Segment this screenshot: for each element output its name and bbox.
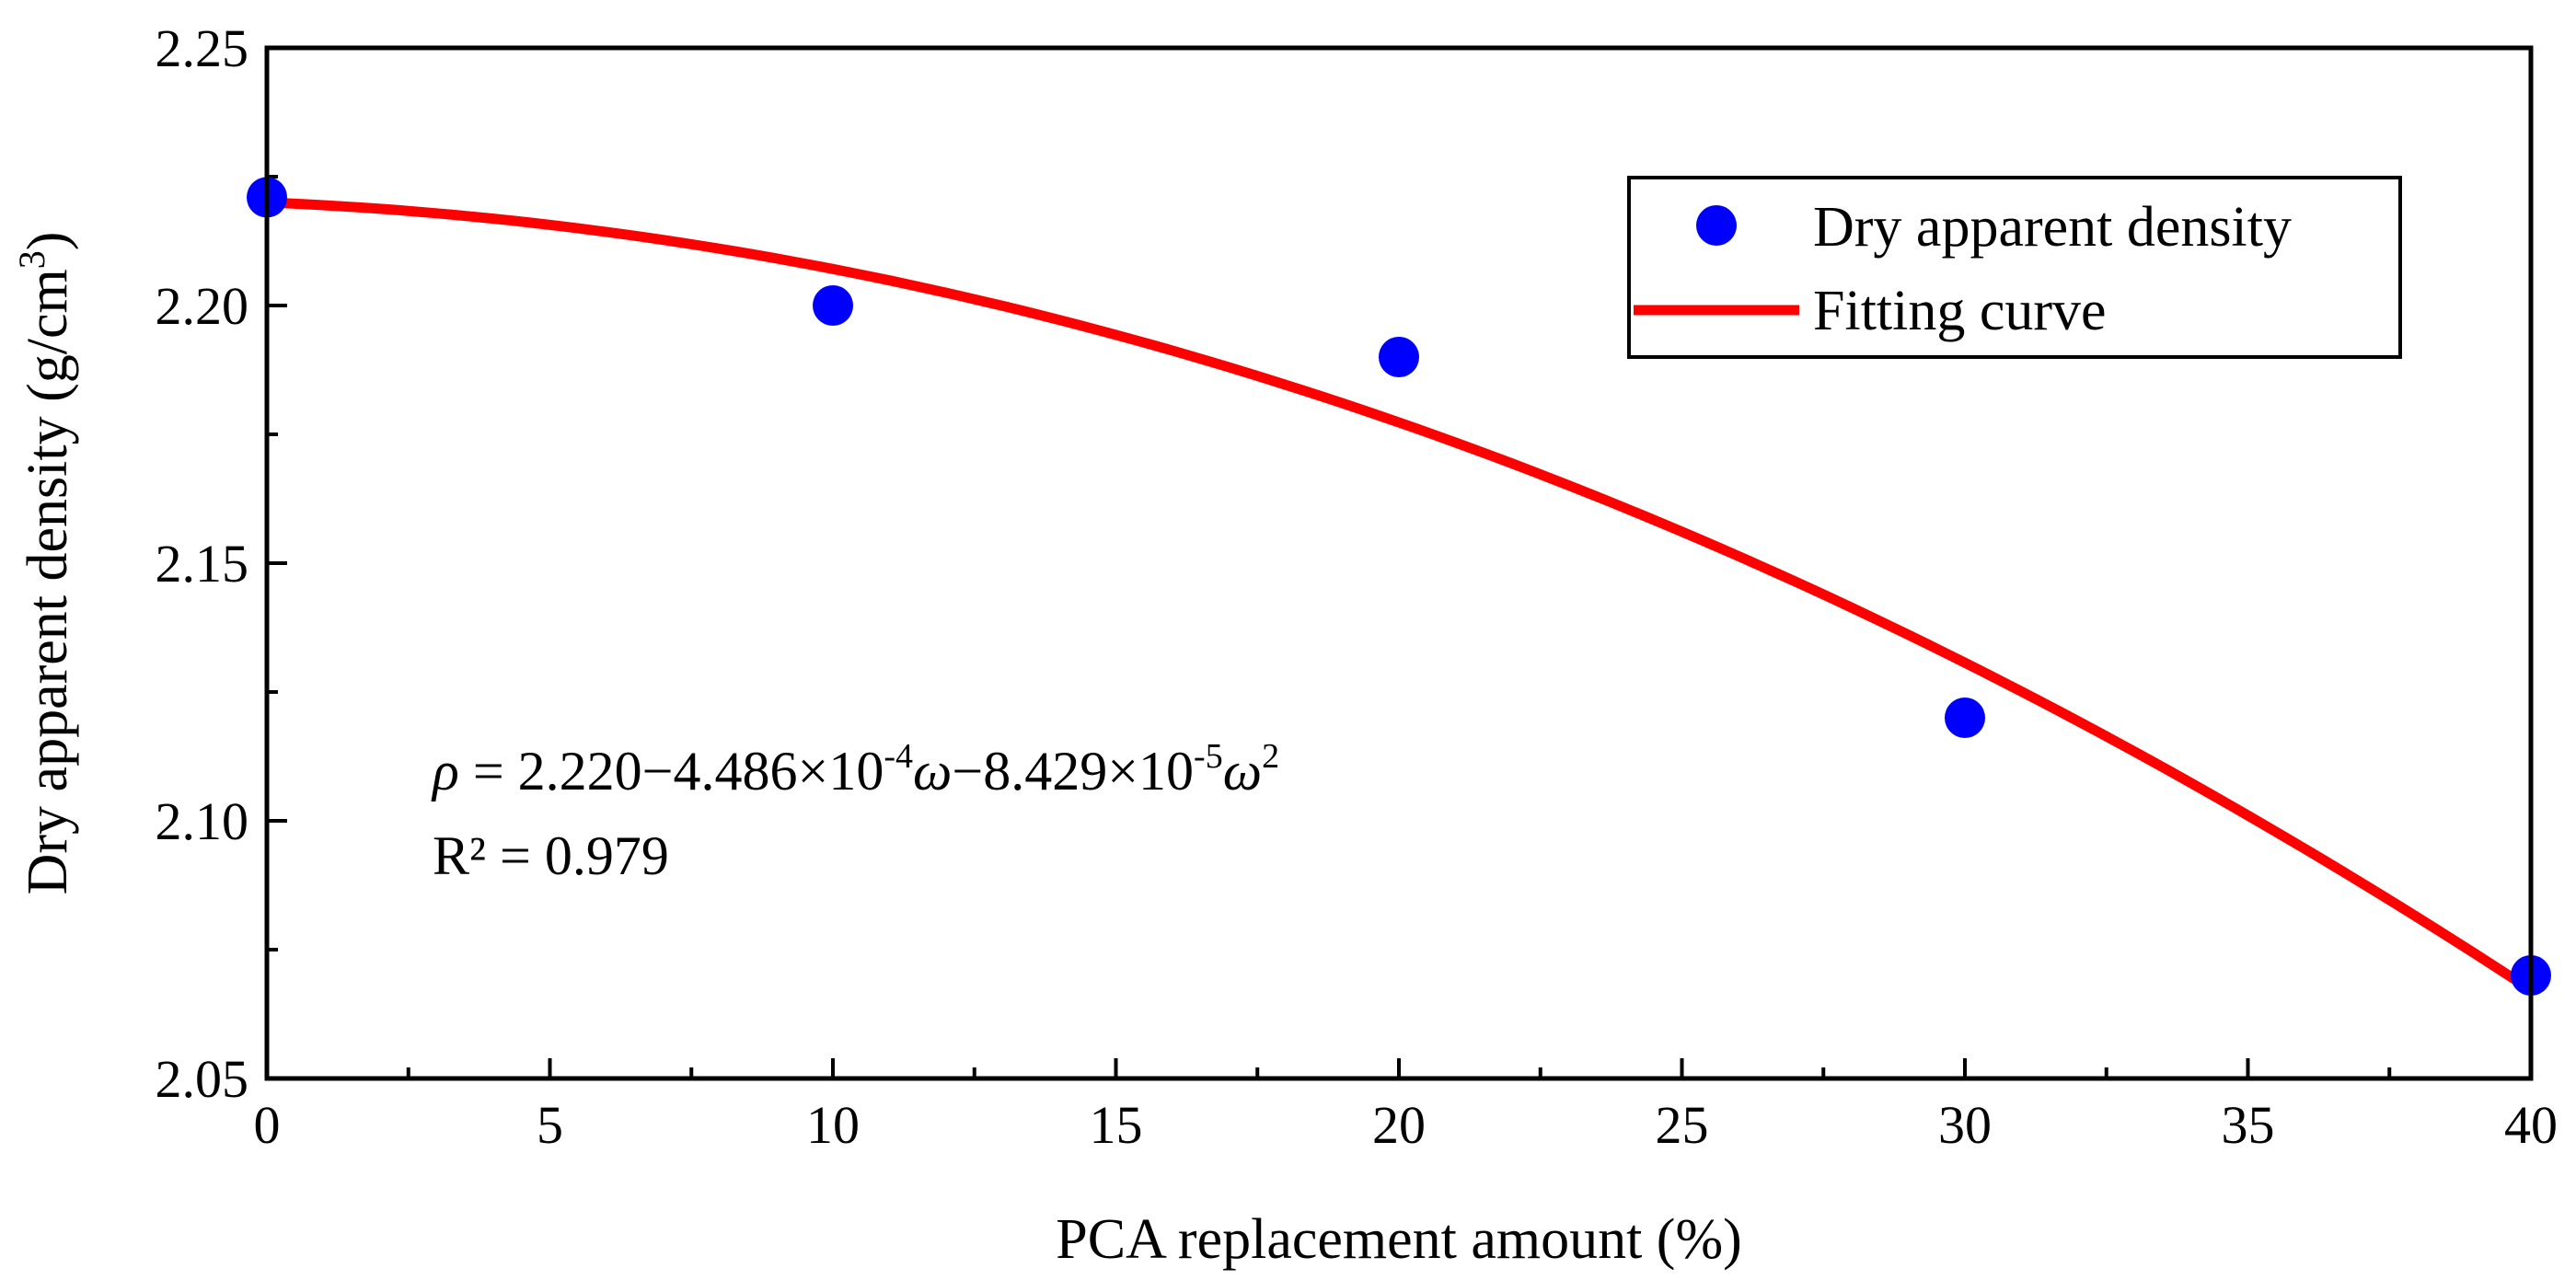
x-tick-label: 0 bbox=[254, 1095, 281, 1155]
x-tick-label: 40 bbox=[2504, 1095, 2558, 1155]
r-squared: R² = 0.979 bbox=[433, 825, 669, 886]
x-tick-label: 5 bbox=[537, 1095, 563, 1155]
legend-box bbox=[1627, 176, 2402, 359]
eq-omega2: ω bbox=[1223, 741, 1262, 801]
fit-equation: ρ = 2.220−4.486×10-4ω−8.429×10-5ω2 bbox=[431, 737, 1279, 801]
eq-part1: = 2.220−4.486×10 bbox=[459, 741, 884, 801]
y-axis-label: Dry apparent density (g/cm3) bbox=[11, 232, 79, 895]
x-tick-label: 10 bbox=[806, 1095, 860, 1155]
eq-exp3: 2 bbox=[1262, 737, 1279, 776]
y-tick-label: 2.25 bbox=[156, 18, 249, 78]
axis-tick-labels: 0 5 10 15 20 25 30 35 40 2.05 2.10 2.15 2.20 2.25 bbox=[156, 18, 2559, 1155]
y-axis-label-close: ) bbox=[17, 232, 79, 251]
eq-rho: ρ bbox=[431, 741, 459, 801]
legend: Dry apparent density Fitting curve bbox=[1627, 176, 2402, 359]
x-tick-label: 30 bbox=[1938, 1095, 1992, 1155]
x-tick-label: 15 bbox=[1090, 1095, 1143, 1155]
data-point bbox=[813, 285, 853, 326]
y-tick-label: 2.20 bbox=[156, 276, 249, 336]
legend-marker-dry-apparent-density bbox=[1696, 205, 1737, 246]
y-tick-label: 2.15 bbox=[156, 534, 249, 594]
plot-frame bbox=[264, 45, 2534, 1081]
data-point bbox=[1379, 337, 1419, 377]
y-axis-label-main: Dry apparent density (g/cm bbox=[17, 269, 79, 894]
fitting-curve-line bbox=[261, 197, 2536, 996]
data-point bbox=[1945, 698, 1985, 738]
x-tick-label: 25 bbox=[1656, 1095, 1709, 1155]
eq-exp1: -4 bbox=[884, 737, 913, 776]
y-tick-label: 2.10 bbox=[156, 791, 249, 851]
legend-label-dry-apparent-density: Dry apparent density bbox=[1813, 196, 2292, 259]
y-tick-label: 2.05 bbox=[156, 1049, 249, 1109]
legend-label-fitting-curve: Fitting curve bbox=[1813, 280, 2107, 342]
y-axis-label-superscript: 3 bbox=[11, 250, 52, 269]
x-axis-label: PCA replacement amount (%) bbox=[1056, 1208, 1742, 1271]
x-tick-label: 20 bbox=[1372, 1095, 1426, 1155]
eq-exp2: -5 bbox=[1194, 737, 1223, 776]
x-tick-label: 35 bbox=[2222, 1095, 2275, 1155]
eq-part2: −8.429×10 bbox=[952, 741, 1194, 801]
eq-omega1: ω bbox=[913, 741, 952, 801]
